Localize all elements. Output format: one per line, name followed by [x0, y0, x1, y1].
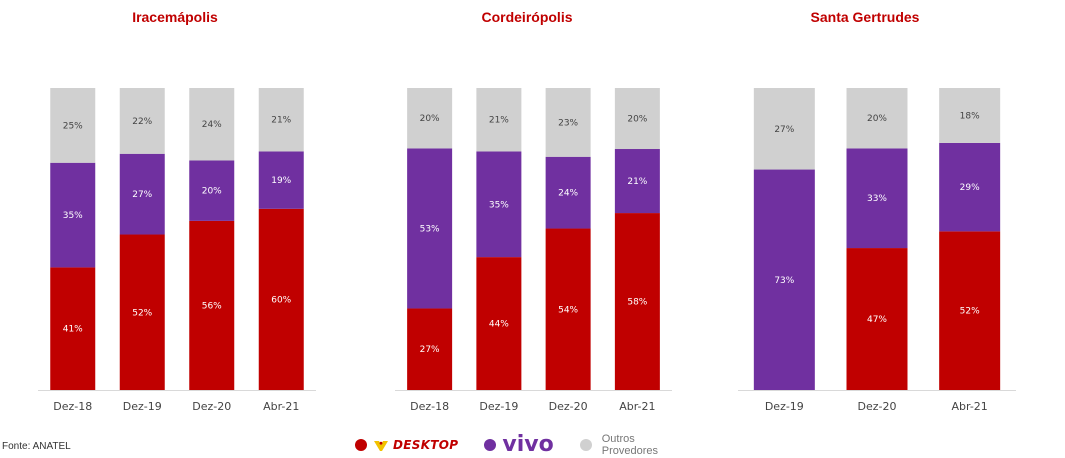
bar-segment-desktop: [119, 234, 165, 390]
x-tick-label: Abr-21: [952, 400, 988, 413]
bar-segment-outros: [614, 88, 660, 150]
data-label: 21%: [489, 116, 509, 126]
data-label: 24%: [202, 120, 222, 130]
x-tick-label: Dez-19: [765, 400, 804, 413]
bar-segment-outros: [119, 88, 165, 154]
legend: DESKTOP vivo Outros Provedores: [355, 432, 698, 458]
bar-segment-vivo: [545, 156, 591, 229]
data-label: 20%: [420, 114, 440, 124]
data-label: 29%: [960, 183, 980, 193]
chart-title: Santa Gertrudes: [811, 9, 920, 25]
bar-segment-vivo: [614, 149, 660, 214]
data-label: 44%: [489, 320, 509, 330]
data-label: 23%: [558, 118, 578, 128]
bar-segment-desktop: [258, 208, 304, 390]
desktop-swatch: [355, 439, 367, 451]
data-label: 22%: [132, 117, 152, 127]
legend-item-desktop: DESKTOP: [355, 438, 458, 452]
legend-label-outros: Outros Provedores: [601, 433, 658, 457]
data-label: 73%: [774, 276, 794, 286]
bar-segment-outros: [189, 88, 235, 161]
data-label: 52%: [960, 307, 980, 317]
data-label: 47%: [867, 315, 887, 325]
x-tick-label: Abr-21: [619, 400, 655, 413]
bar-segment-outros: [50, 88, 96, 163]
bar-segment-desktop: [476, 257, 522, 390]
data-label: 33%: [867, 194, 887, 204]
data-label: 20%: [627, 115, 647, 125]
bar-segment-outros: [939, 88, 1001, 143]
data-label: 27%: [132, 190, 152, 200]
data-label: 41%: [63, 325, 83, 335]
data-label: 56%: [202, 301, 222, 311]
legend-label-desktop: DESKTOP: [393, 438, 459, 452]
legend-item-outros: Outros Provedores: [579, 433, 672, 457]
data-label: 20%: [202, 187, 222, 197]
bar-segment-desktop: [407, 308, 453, 390]
data-label: 20%: [867, 114, 887, 124]
outros-swatch: [579, 439, 592, 451]
bar-segment-desktop: [614, 213, 660, 390]
data-label: 21%: [627, 177, 647, 187]
data-label: 24%: [558, 189, 578, 199]
bar-segment-desktop: [545, 228, 591, 390]
bar-segment-vivo: [476, 151, 522, 258]
chart-title: Cordeirópolis: [481, 9, 572, 25]
x-tick-label: Dez-20: [549, 400, 588, 413]
bar-segment-outros: [753, 88, 815, 170]
bar-segment-vivo: [753, 169, 815, 390]
x-tick-label: Dez-19: [123, 400, 162, 413]
data-label: 27%: [774, 125, 794, 135]
bar-segment-vivo: [189, 160, 235, 221]
data-label: 19%: [271, 176, 291, 186]
bar-segment-vivo: [258, 151, 304, 209]
bar-segment-outros: [258, 88, 304, 152]
data-label: 18%: [960, 111, 980, 121]
data-label: 58%: [627, 298, 647, 308]
bar-segment-vivo: [939, 142, 1001, 232]
bar-segment-vivo: [119, 153, 165, 235]
bar-segment-outros: [846, 88, 908, 149]
x-tick-label: Dez-20: [192, 400, 231, 413]
x-tick-label: Dez-18: [53, 400, 92, 413]
desktop-logo-icon: [373, 439, 389, 451]
bar-segment-vivo: [846, 148, 908, 249]
bar-segment-vivo: [407, 148, 453, 309]
legend-label-vivo: vivo: [502, 432, 554, 457]
data-label: 60%: [271, 295, 291, 305]
bar-segment-outros: [545, 88, 591, 157]
data-label: 52%: [132, 308, 152, 318]
chart-title: Iracemápolis: [132, 9, 218, 25]
x-tick-label: Dez-20: [858, 400, 897, 413]
data-label: 53%: [420, 224, 440, 234]
bar-segment-desktop: [189, 220, 235, 390]
bar-segment-outros: [407, 88, 453, 149]
data-label: 25%: [63, 121, 83, 131]
data-label: 54%: [558, 305, 578, 315]
x-tick-label: Dez-19: [479, 400, 518, 413]
source-note: Fonte: ANATEL: [2, 441, 71, 452]
bar-segment-outros: [476, 88, 522, 152]
x-tick-label: Dez-18: [410, 400, 449, 413]
legend-item-vivo: vivo: [484, 432, 554, 457]
data-label: 35%: [489, 200, 509, 210]
bar-segment-desktop: [939, 231, 1001, 390]
bar-segment-desktop: [846, 248, 908, 390]
data-label: 35%: [63, 211, 83, 221]
data-label: 21%: [271, 116, 291, 126]
vivo-swatch: [484, 439, 497, 451]
data-label: 27%: [420, 345, 440, 355]
x-tick-label: Abr-21: [263, 400, 299, 413]
bar-segment-vivo: [50, 162, 96, 268]
bar-segment-desktop: [50, 267, 96, 390]
